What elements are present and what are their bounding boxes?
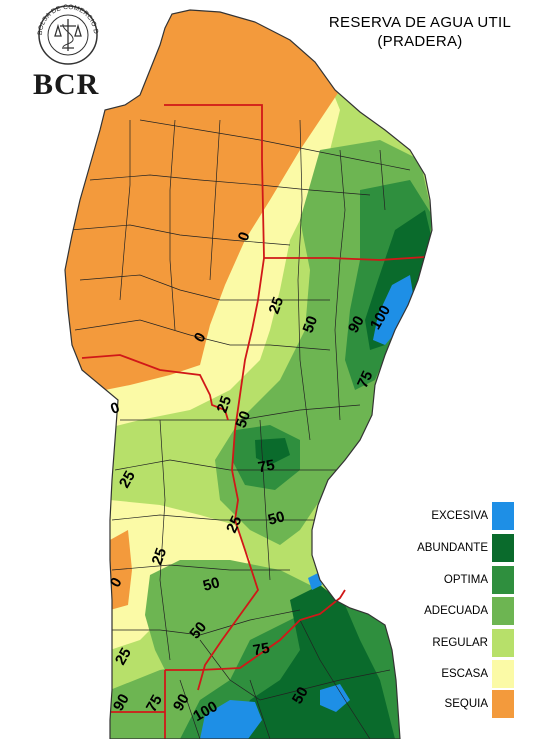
legend-item: ESCASA xyxy=(392,660,540,688)
legend-swatch xyxy=(492,629,514,657)
legend-label: ESCASA xyxy=(441,668,488,680)
contour-label: 75 xyxy=(251,639,272,660)
legend-swatch xyxy=(492,502,514,530)
map-subtitle: (PRADERA) xyxy=(377,33,463,50)
legend-swatch xyxy=(492,566,514,594)
legend-label: OPTIMA xyxy=(443,574,488,586)
legend-item: EXCESIVA xyxy=(392,502,540,530)
legend-swatch xyxy=(492,660,514,688)
legend-item: REGULAR xyxy=(392,629,540,657)
legend-label: REGULAR xyxy=(432,637,488,649)
bcr-acronym: BCR xyxy=(33,68,100,101)
legend-item: SEQUIA xyxy=(392,690,540,718)
legend-label: SEQUIA xyxy=(444,698,488,710)
legend-item: OPTIMA xyxy=(392,566,540,594)
legend-swatch xyxy=(492,534,514,562)
legend-item: ADECUADA xyxy=(392,597,540,625)
legend-label: ADECUADA xyxy=(424,605,488,617)
bcr-seal-logo: BOLSA DE COMERCIO DE ROSARIO xyxy=(25,0,108,68)
map-title: RESERVA DE AGUA UTIL xyxy=(328,14,512,31)
contour-label: 75 xyxy=(256,456,277,477)
province-boundaries xyxy=(81,104,426,739)
legend-swatch xyxy=(492,597,514,625)
legend-label: ABUNDANTE xyxy=(417,542,488,554)
legend-item: ABUNDANTE xyxy=(392,534,540,562)
legend-label: EXCESIVA xyxy=(431,510,488,522)
legend-swatch xyxy=(492,690,514,718)
department-borders xyxy=(69,119,411,739)
